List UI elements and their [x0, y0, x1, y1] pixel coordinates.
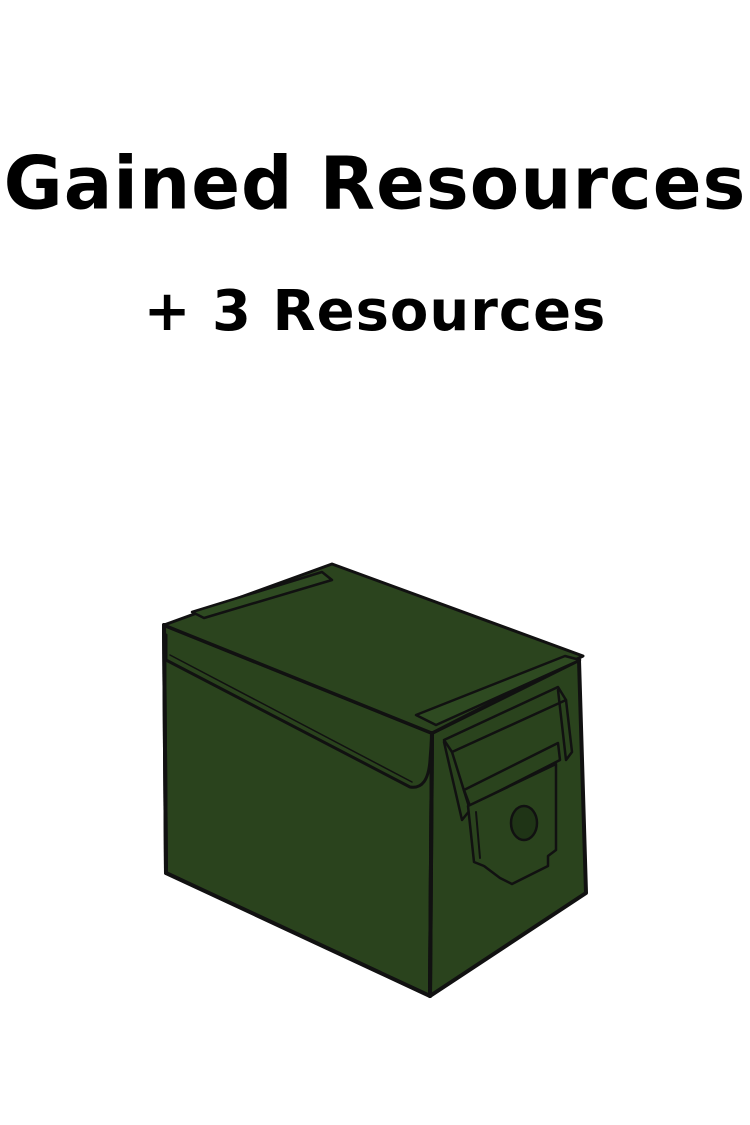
- page-title: Gained Resources: [3, 140, 747, 226]
- ammo-crate-icon: [162, 562, 588, 998]
- reward-amount: + 3 Resources: [143, 279, 607, 344]
- crate-latch-knob: [509, 804, 539, 842]
